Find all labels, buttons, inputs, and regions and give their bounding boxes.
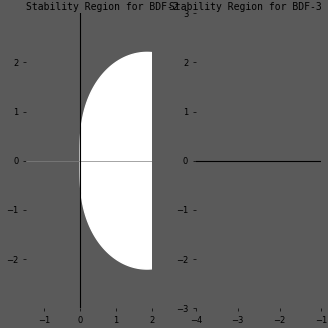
Text: Stability Region for BDF-3: Stability Region for BDF-3 (169, 2, 321, 12)
Polygon shape (80, 52, 224, 269)
Text: Stability Region for BDF-2: Stability Region for BDF-2 (26, 2, 179, 12)
